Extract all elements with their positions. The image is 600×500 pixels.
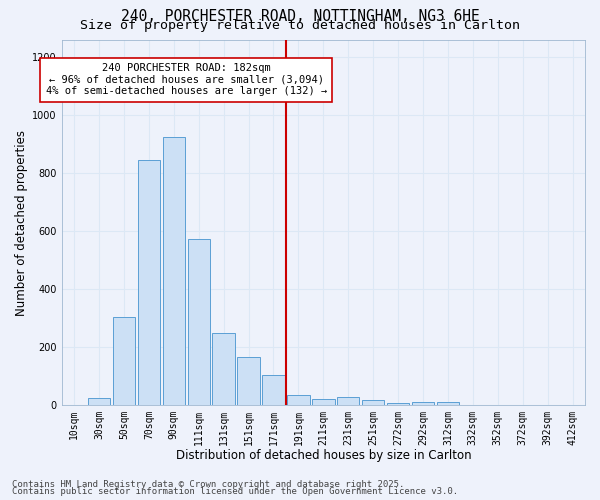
Bar (412, 402, 434, 405)
Bar (437, 402, 459, 405)
X-axis label: Distribution of detached houses by size in Carlton: Distribution of detached houses by size … (176, 450, 471, 462)
Text: Contains public sector information licensed under the Open Government Licence v3: Contains public sector information licen… (12, 487, 458, 496)
Bar (163, 137, 185, 405)
Bar (238, 358, 260, 405)
Bar (113, 317, 135, 405)
Text: 240 PORCHESTER ROAD: 182sqm
← 96% of detached houses are smaller (3,094)
4% of s: 240 PORCHESTER ROAD: 182sqm ← 96% of det… (46, 63, 327, 96)
Bar (212, 333, 235, 405)
Bar (88, 398, 110, 405)
Bar (312, 400, 335, 405)
Text: Contains HM Land Registry data © Crown copyright and database right 2025.: Contains HM Land Registry data © Crown c… (12, 480, 404, 489)
Bar (287, 395, 310, 405)
Y-axis label: Number of detached properties: Number of detached properties (15, 130, 28, 316)
Bar (262, 375, 284, 405)
Bar (188, 238, 210, 405)
Text: 240, PORCHESTER ROAD, NOTTINGHAM, NG3 6HE: 240, PORCHESTER ROAD, NOTTINGHAM, NG3 6H… (121, 9, 479, 24)
Text: Size of property relative to detached houses in Carlton: Size of property relative to detached ho… (80, 19, 520, 32)
Bar (337, 397, 359, 405)
Bar (137, 160, 160, 405)
Bar (362, 400, 385, 405)
Bar (387, 403, 409, 405)
